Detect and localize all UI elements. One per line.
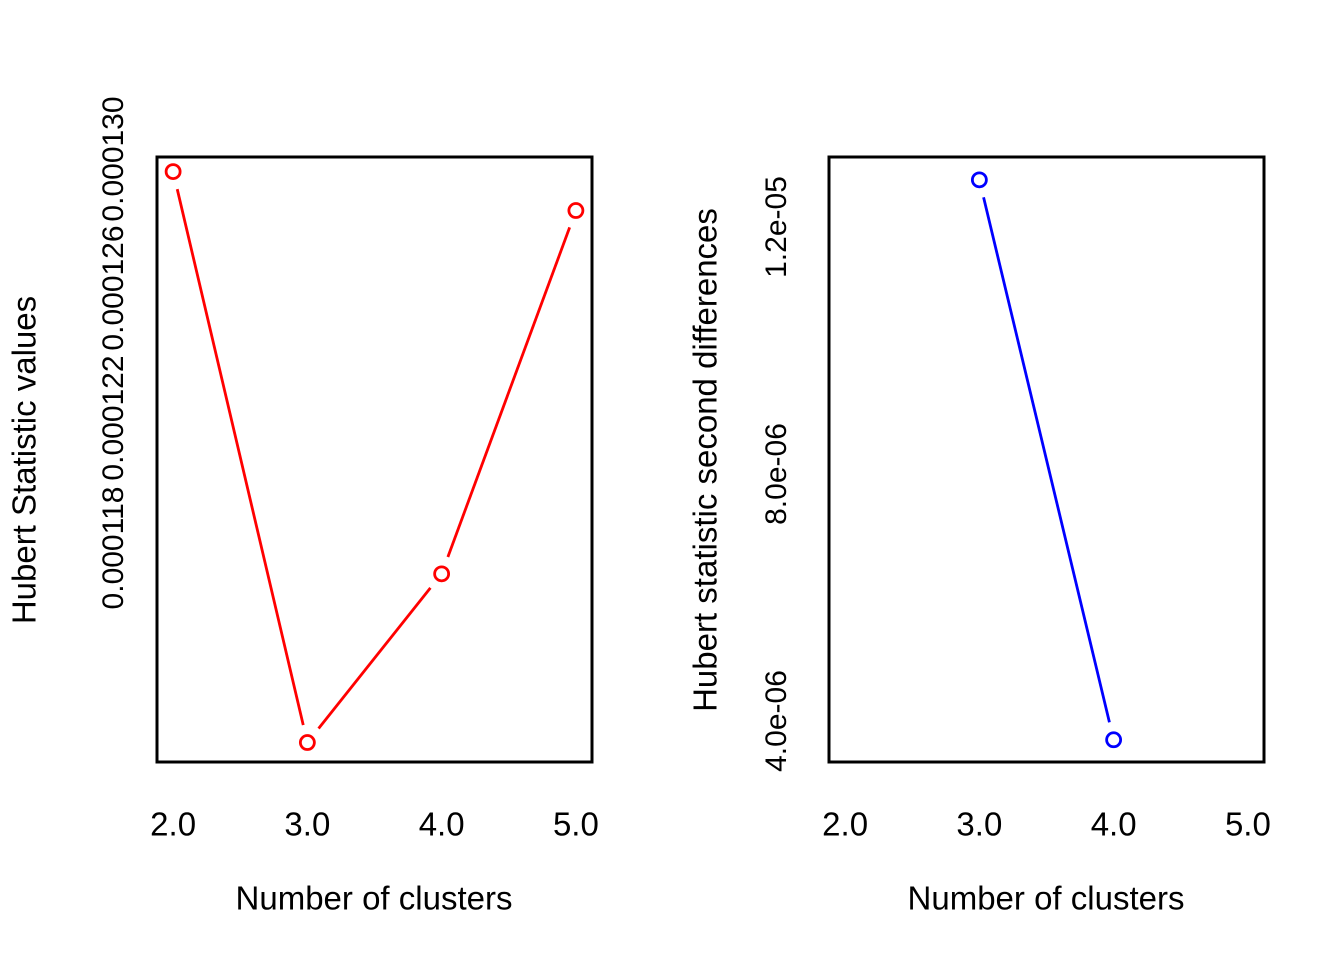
right-y-tick-label: 8.0e-06 — [760, 422, 793, 525]
left-data-point-marker — [433, 565, 451, 583]
left-data-point-marker — [567, 202, 585, 219]
right-plot-y-axis-title: Hubert statistic second differences — [686, 208, 724, 712]
right-y-tick-label: 4.0e-06 — [760, 669, 793, 772]
left-series-segment — [446, 226, 571, 558]
right-series-segment — [982, 197, 1111, 723]
left-y-tick-label: 0.000126 — [97, 225, 130, 351]
right-x-tick-label: 4.0 — [1090, 805, 1137, 843]
right-x-tick-label: 3.0 — [956, 805, 1003, 843]
left-x-tick-label: 4.0 — [418, 805, 465, 843]
left-plot-frame — [155, 155, 594, 764]
left-y-tick-label: 0.000118 — [97, 486, 130, 610]
left-plot-y-axis-title: Hubert Statistic values — [5, 295, 43, 625]
left-series-segment — [317, 587, 432, 730]
right-y-tick-label: 1.2e-05 — [760, 175, 793, 278]
right-x-tick-label: 2.0 — [822, 805, 869, 843]
left-data-point-marker — [164, 163, 182, 180]
right-plot-frame — [827, 155, 1266, 764]
left-x-tick-label: 2.0 — [150, 805, 197, 843]
left-y-tick-label: 0.000130 — [97, 96, 130, 222]
left-series-segment — [175, 188, 305, 726]
right-data-point-marker — [1105, 731, 1123, 749]
right-x-tick-label: 5.0 — [1224, 805, 1271, 843]
right-data-point-marker — [970, 171, 988, 189]
left-x-tick-label: 3.0 — [284, 805, 331, 843]
left-data-point-marker — [298, 734, 316, 751]
left-y-tick-label: 0.000122 — [97, 355, 130, 481]
right-plot-x-axis-title: Number of clusters — [907, 879, 1185, 917]
left-x-tick-label: 5.0 — [552, 805, 599, 843]
left-plot-x-axis-title: Number of clusters — [235, 879, 513, 917]
